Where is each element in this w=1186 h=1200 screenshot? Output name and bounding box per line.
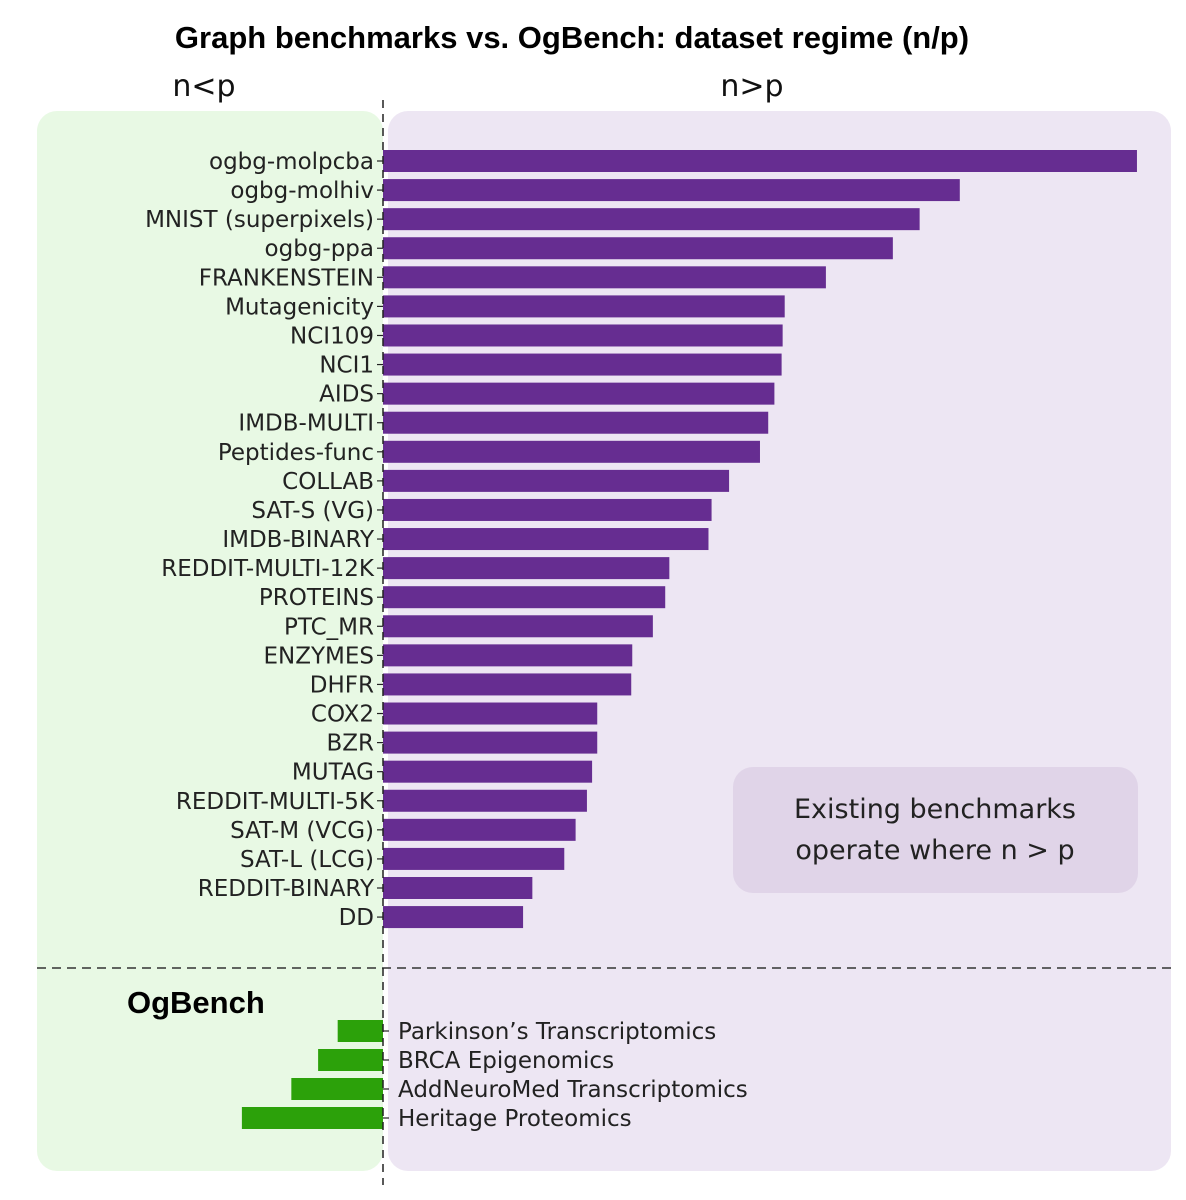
category-label: MNIST (superpixels) xyxy=(145,207,374,233)
bar-ogbench xyxy=(241,1107,383,1129)
bars-layer: ogbg-molpcba ogbg-molhiv MNIST (superpixel… xyxy=(145,149,1137,1132)
annotation-line-1: Existing benchmarks xyxy=(794,794,1076,825)
chart-title: Graph benchmarks vs. OgBench: dataset re… xyxy=(175,20,969,55)
category-label: Peptides-func xyxy=(218,440,374,466)
bar-benchmark xyxy=(383,586,666,609)
annotation-line-2: operate where n > p xyxy=(795,835,1074,866)
category-label: COLLAB xyxy=(282,469,374,495)
bar-benchmark xyxy=(383,353,782,376)
category-label: NCI1 xyxy=(319,353,374,379)
region-label-left: n<p xyxy=(172,69,235,104)
ogbench-label: Heritage Proteomics xyxy=(398,1106,632,1132)
bar-benchmark xyxy=(383,644,633,667)
bar-benchmark xyxy=(383,702,598,725)
category-label: NCI109 xyxy=(290,323,374,349)
bar-benchmark xyxy=(383,673,632,696)
ogbench-label: AddNeuroMed Transcriptomics xyxy=(398,1077,748,1103)
region-label-right: n>p xyxy=(720,69,783,104)
category-label: COX2 xyxy=(311,702,374,728)
category-label: FRANKENSTEIN xyxy=(199,265,374,291)
bar-ogbench xyxy=(291,1078,383,1100)
category-label: PROTEINS xyxy=(259,585,374,611)
section-label-ogbench: OgBench xyxy=(127,985,265,1020)
category-label: SAT-S (VG) xyxy=(251,498,374,524)
category-label: IMDB-BINARY xyxy=(222,527,375,553)
bar-benchmark xyxy=(383,150,1137,172)
category-label: ogbg-molpcba xyxy=(209,149,374,175)
bar-benchmark xyxy=(383,498,712,521)
category-label: ogbg-ppa xyxy=(265,236,374,262)
ogbench-label: Parkinson’s Transcriptomics xyxy=(398,1019,716,1045)
category-label: DHFR xyxy=(310,672,374,698)
bar-benchmark xyxy=(383,906,524,929)
bar-benchmark xyxy=(383,557,670,580)
bar-ogbench xyxy=(318,1049,383,1071)
category-label: IMDB-MULTI xyxy=(238,411,374,437)
category-label: Mutagenicity xyxy=(225,294,374,320)
bar-benchmark xyxy=(383,324,783,347)
category-label: MUTAG xyxy=(292,760,374,786)
category-label: REDDIT-MULTI-12K xyxy=(161,556,375,582)
left-region-bg xyxy=(37,111,383,1171)
bar-benchmark xyxy=(383,295,785,318)
bar-ogbench xyxy=(337,1020,383,1042)
bar-benchmark xyxy=(383,615,653,638)
category-label: DD xyxy=(339,905,374,931)
annotation-box: Existing benchmarks operate where n > p xyxy=(733,767,1138,893)
bar-benchmark xyxy=(383,469,730,492)
ogbench-label: BRCA Epigenomics xyxy=(398,1048,614,1074)
category-label: REDDIT-MULTI-5K xyxy=(176,789,375,815)
right-region-bg xyxy=(388,111,1171,1171)
category-label: ENZYMES xyxy=(263,643,374,669)
bar-benchmark xyxy=(383,528,709,551)
category-label: BZR xyxy=(326,731,374,757)
category-label: ogbg-molhiv xyxy=(230,178,374,204)
bar-benchmark xyxy=(383,237,893,260)
category-label: SAT-M (VCG) xyxy=(230,818,374,844)
bar-benchmark xyxy=(383,847,565,870)
bar-benchmark xyxy=(383,266,826,289)
bar-benchmark xyxy=(383,818,576,841)
bar-benchmark xyxy=(383,179,960,202)
bar-benchmark xyxy=(383,440,760,463)
bar-benchmark xyxy=(383,877,533,899)
category-label: PTC_MR xyxy=(284,614,374,640)
bar-benchmark xyxy=(383,731,598,754)
category-label: AIDS xyxy=(319,382,374,408)
bar-benchmark xyxy=(383,789,587,812)
category-label: REDDIT-BINARY xyxy=(198,876,375,902)
bar-benchmark xyxy=(383,208,920,231)
bar-benchmark xyxy=(383,382,775,405)
bar-benchmark xyxy=(383,760,593,783)
bar-benchmark xyxy=(383,411,769,434)
category-label: SAT-L (LCG) xyxy=(240,847,374,873)
